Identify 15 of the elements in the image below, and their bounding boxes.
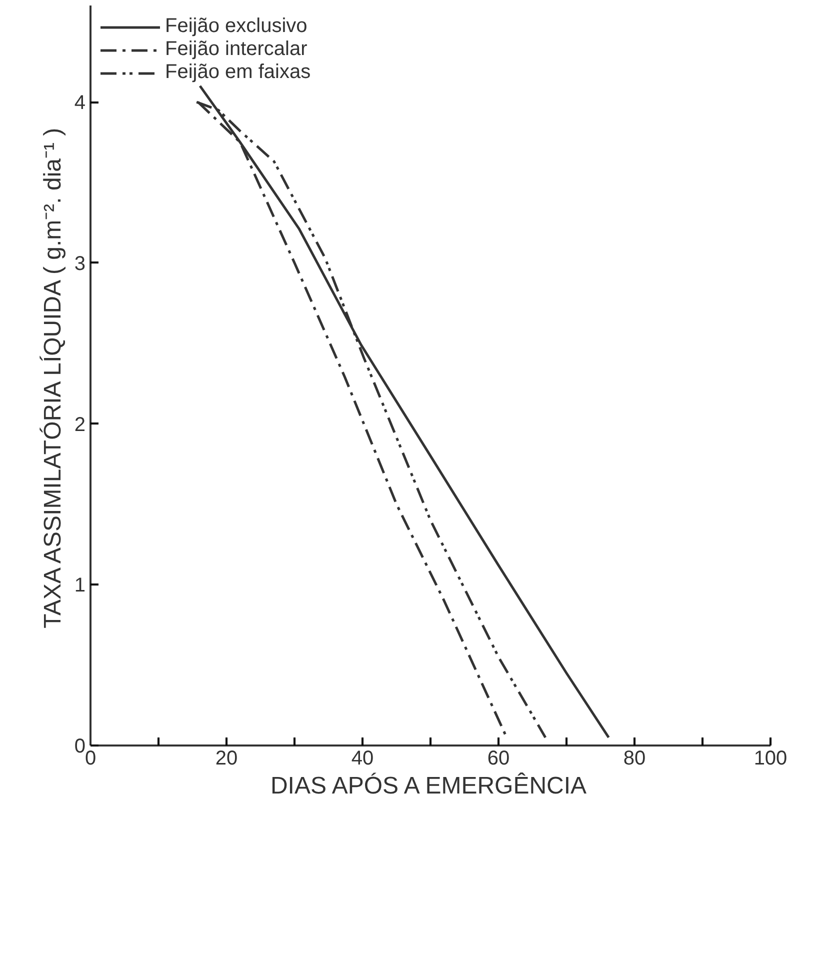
x-tick-label: 60 xyxy=(487,748,510,770)
x-tick-label: 40 xyxy=(351,748,374,770)
legend-label: Feijão em faixas xyxy=(165,61,311,84)
line-series xyxy=(198,84,610,739)
legend-label: Feijão intercalar xyxy=(165,38,308,61)
x-tick-label: 100 xyxy=(754,748,788,770)
x-tick-label: 80 xyxy=(623,748,646,770)
x-tick-label: 20 xyxy=(215,748,238,770)
y-tick-label: 1 xyxy=(74,574,86,597)
y-tick-label: 4 xyxy=(74,92,86,114)
legend-label: Feijão exclusivo xyxy=(165,15,308,38)
y-axis-title: TAXA ASSIMILATÓRIA LÍQUIDA ( g.m⁻². dia⁻¹ ) xyxy=(39,128,66,628)
x-axis-title: DIAS APÓS A EMERGÊNCIA xyxy=(270,772,587,800)
y-tick-label: 3 xyxy=(74,252,86,275)
y-tick-label: 2 xyxy=(74,414,86,436)
